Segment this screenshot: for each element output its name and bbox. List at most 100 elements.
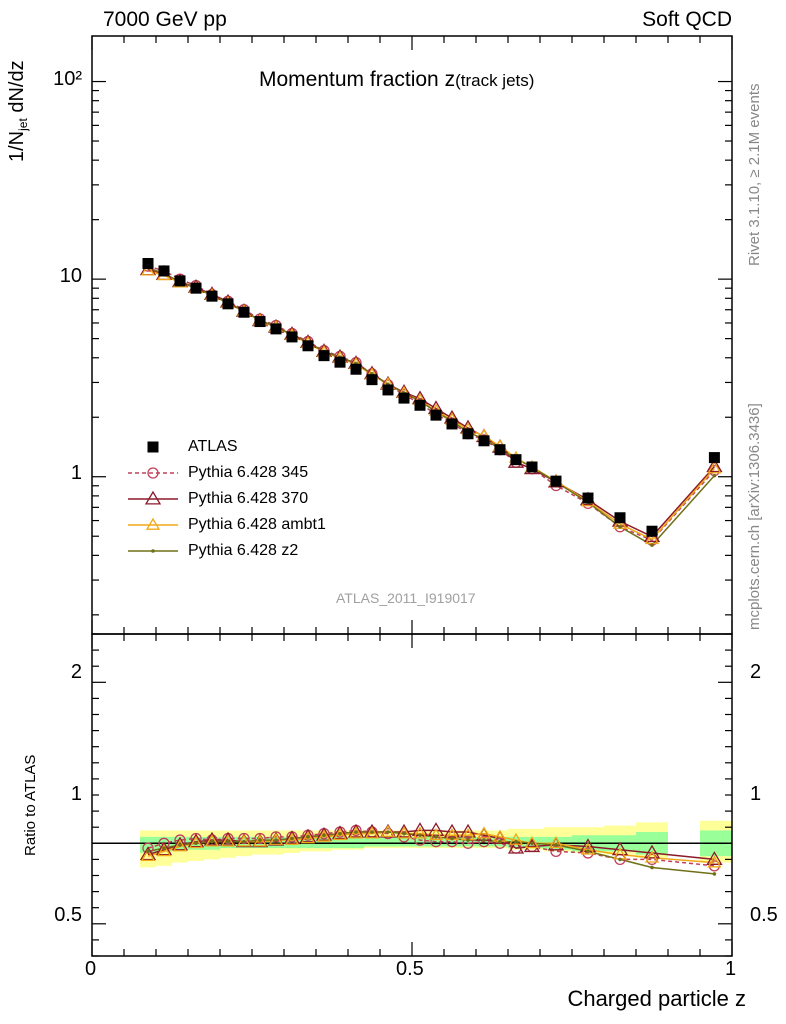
marker-atlas [646, 525, 658, 537]
marker-ratio-ambt1 [380, 824, 396, 837]
marker-ratio-ambt1 [396, 826, 412, 839]
y-label-post: dN/dz [6, 60, 28, 119]
marker-ratio-ambt1 [284, 832, 300, 845]
marker-ratio-ambt1 [644, 850, 660, 863]
marker-ratio-p370 [347, 823, 365, 838]
marker-ratio-z2 [586, 849, 590, 854]
marker-atlas [462, 428, 474, 440]
mcplots-label: mcplots.cern.ch [arXiv:1306.3436] [746, 403, 763, 630]
marker-ratio-ambt1 [156, 844, 172, 857]
x-tick-1: 1 [725, 958, 737, 980]
y-axis-label-main: 1/Njet dN/dz [6, 60, 30, 162]
marker-ratio-z2 [402, 831, 406, 836]
marker-ratio-p370 [203, 831, 221, 846]
uncertainty-bands [140, 820, 732, 868]
marker-ratio-z2 [290, 836, 294, 841]
band-green-rect [252, 836, 268, 849]
marker-ratio-ambt1 [236, 834, 252, 847]
band-green-rect [332, 836, 348, 849]
ratio-tick-2-left: 2 [70, 661, 82, 683]
marker-ratio-z2 [226, 839, 230, 844]
marker-ratio-z2 [554, 843, 558, 847]
marker-ratio-p345 [478, 836, 490, 848]
marker-ratio-p370 [507, 839, 525, 854]
marker-atlas [382, 384, 394, 396]
marker-ratio-p370 [459, 823, 477, 838]
marker-ratio-ambt1 [140, 848, 156, 862]
y-tick-100: 10² [53, 68, 82, 90]
marker-ratio-ambt1 [548, 836, 564, 849]
marker-ratio-z2 [194, 841, 198, 846]
marker-atlas [286, 331, 298, 343]
marker-ratio-p370 [219, 831, 237, 846]
marker-atlas [174, 275, 186, 287]
marker-ratio-ambt1 [476, 826, 492, 839]
marker-atlas [190, 282, 202, 294]
y-tick-1: 1 [70, 462, 82, 484]
marker-ratio-ambt1 [580, 842, 596, 855]
marker-ratio-p370 [643, 844, 661, 859]
ratio-tick-05-right: 0.5 [750, 904, 778, 926]
marker-main-p370 [706, 458, 723, 473]
marker-atlas [254, 316, 266, 328]
marker-ratio-ambt1 [252, 834, 268, 847]
marker-ratio-ambt1 [188, 836, 204, 849]
band-green-rect [364, 836, 380, 847]
marker-ratio-p370 [523, 838, 541, 853]
marker-ratio-ambt1 [428, 827, 444, 841]
marker-ratio-p370 [395, 823, 413, 838]
marker-ratio-ambt1 [300, 831, 316, 844]
marker-ratio-ambt1 [412, 826, 428, 839]
marker-main-z2 [618, 524, 622, 529]
plot-title: Momentum fraction z(track jets) [259, 68, 534, 92]
marker-atlas [302, 340, 314, 352]
marker-ratio-z2 [258, 838, 262, 842]
band-green-rect [140, 836, 156, 853]
marker-atlas [318, 350, 330, 362]
x-tick-05: 0.5 [396, 958, 424, 980]
marker-ratio-ambt1 [332, 827, 348, 841]
header-left-label: 7000 GeV pp [103, 8, 227, 31]
marker-atlas [238, 306, 250, 318]
band-green-rect [348, 836, 364, 849]
band-green-rect [444, 836, 460, 847]
marker-ratio-ambt1 [316, 829, 332, 842]
marker-ratio-ambt1 [364, 826, 380, 839]
marker-atlas [270, 323, 282, 335]
marker-ratio-ambt1 [707, 855, 722, 868]
marker-ratio-z2 [370, 830, 374, 834]
band-green-rect [412, 836, 428, 847]
marker-ratio-z2 [386, 830, 390, 834]
marker-ratio-z2 [514, 839, 518, 844]
legend-marker-atlas [147, 441, 159, 453]
marker-atlas [614, 512, 626, 524]
marker-ratio-z2 [306, 835, 310, 839]
ratio-tick-1-left: 1 [70, 783, 82, 805]
marker-ratio-ambt1 [348, 826, 364, 839]
marker-atlas [550, 475, 562, 487]
ratio-tick-05-left: 0.5 [54, 904, 82, 926]
marker-ratio-z2 [418, 833, 422, 838]
legend-marker-ambt1 [145, 517, 161, 530]
marker-atlas [206, 290, 218, 302]
marker-ratio-p370 [299, 828, 317, 843]
legend-marker-z2 [151, 549, 155, 553]
marker-atlas [430, 409, 442, 421]
marker-ratio-z2 [482, 838, 486, 842]
rivet-label: Rivet 3.1.10, ≥ 2.1M events [746, 83, 763, 267]
marker-ratio-ambt1 [220, 834, 236, 847]
marker-ratio-ambt1 [268, 832, 284, 845]
marker-main-z2 [650, 543, 654, 547]
marker-ratio-z2 [242, 839, 246, 844]
y-tick-10: 10 [59, 265, 82, 287]
marker-ratio-z2 [466, 838, 470, 842]
marker-ratio-z2 [162, 846, 166, 850]
header-right-label: Soft QCD [642, 8, 732, 31]
x-tick-0: 0 [85, 958, 97, 980]
marker-atlas [398, 392, 410, 404]
marker-ratio-z2 [650, 865, 654, 870]
series-lines [147, 265, 715, 875]
ratio-tick-1-right: 1 [750, 783, 762, 805]
marker-ratio-z2 [530, 841, 534, 846]
